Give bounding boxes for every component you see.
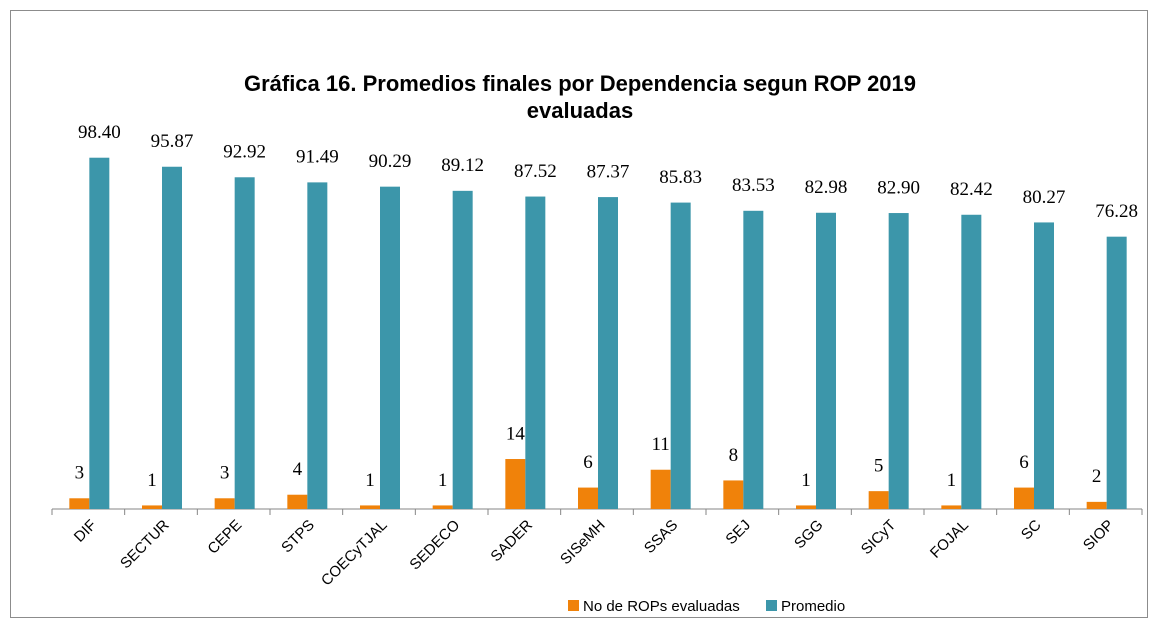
data-label: 14 [506, 423, 526, 444]
chart-title: Gráfica 16. Promedios finales por Depend… [243, 71, 917, 123]
data-label: 80.27 [1023, 187, 1066, 208]
data-label: 98.40 [78, 122, 121, 143]
x-tick-label: SGG [791, 517, 827, 553]
data-label: 87.37 [587, 161, 630, 182]
bar [1086, 501, 1107, 509]
bar [723, 480, 744, 509]
bar [796, 505, 816, 509]
data-label: 2 [1092, 466, 1102, 487]
x-tick-label: SICyT [858, 517, 899, 558]
bar [868, 491, 889, 509]
legend-swatch [568, 600, 579, 611]
x-tick-label: SECTUR [117, 516, 173, 572]
data-label: 6 [583, 452, 593, 473]
data-label: 95.87 [151, 131, 194, 152]
data-label: 87.52 [514, 161, 557, 182]
x-tick-label: SADER [487, 517, 536, 566]
data-label: 1 [365, 470, 375, 491]
x-tick-label: SEJ [722, 517, 753, 548]
bar [234, 177, 255, 509]
bar [743, 210, 764, 509]
bar [650, 469, 671, 509]
x-tick-label: DIF [71, 517, 100, 546]
bar [360, 505, 380, 509]
x-tick-label: COECyTJAL [318, 517, 391, 590]
data-label: 3 [75, 463, 85, 484]
x-tick-label: SIOP [1080, 517, 1117, 554]
data-label: 82.90 [877, 177, 920, 198]
bar [941, 505, 962, 509]
data-label: 92.92 [223, 142, 266, 163]
legend-label: Promedio [781, 598, 845, 615]
data-label: 82.98 [805, 177, 848, 198]
x-tick-label: FOJAL [927, 517, 972, 562]
bar [961, 214, 982, 509]
bar [214, 498, 235, 509]
bar [888, 213, 909, 509]
x-tick-label: SISeMH [557, 517, 609, 569]
data-label: 90.29 [369, 151, 412, 172]
bar [670, 202, 691, 509]
legend-swatch [766, 600, 777, 611]
data-label: 76.28 [1095, 201, 1138, 222]
bar [142, 505, 162, 509]
bar [578, 487, 598, 509]
data-label: 5 [874, 456, 884, 477]
data-label: 82.42 [950, 179, 993, 200]
data-label: 8 [729, 445, 739, 466]
data-label: 83.53 [732, 175, 775, 196]
bar [1014, 487, 1034, 509]
data-label: 91.49 [296, 147, 339, 168]
data-label: 1 [801, 470, 811, 491]
bar [816, 212, 836, 509]
bar [432, 505, 453, 509]
data-label: 6 [1019, 452, 1029, 473]
data-label: 1 [438, 470, 448, 491]
bar [598, 197, 618, 509]
x-tick-label: STPS [278, 517, 318, 557]
legend-label: No de ROPs evaluadas [583, 598, 740, 615]
data-label: 3 [220, 463, 230, 484]
data-label: 11 [652, 434, 670, 455]
bar [525, 196, 546, 510]
bar [380, 186, 400, 509]
bar [162, 166, 182, 510]
bar [452, 190, 473, 509]
bar [1106, 236, 1127, 509]
bar [69, 498, 90, 509]
x-tick-label: SEDECO [406, 517, 463, 574]
chart-frame [10, 10, 1148, 618]
bar [1034, 222, 1054, 509]
data-label: 89.12 [441, 155, 484, 176]
x-tick-label: SSAS [641, 517, 681, 557]
x-tick-label: CEPE [204, 517, 245, 558]
data-label: 1 [947, 470, 957, 491]
data-label: 4 [293, 459, 303, 480]
x-tick-label: SC [1018, 517, 1045, 544]
bar [307, 182, 328, 509]
bar [287, 494, 308, 509]
bar [505, 459, 526, 509]
data-label: 85.83 [659, 167, 702, 188]
data-label: 1 [147, 470, 157, 491]
bar [89, 157, 110, 509]
